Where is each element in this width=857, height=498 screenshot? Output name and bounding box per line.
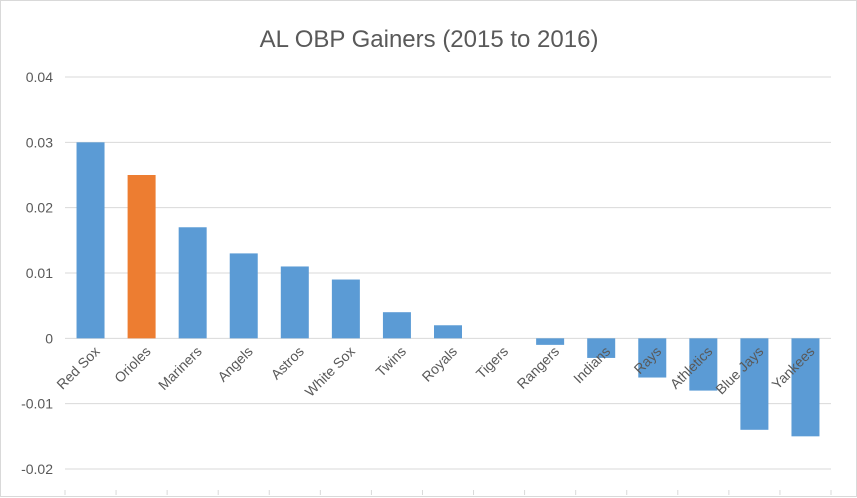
- category-label: Angels: [214, 343, 256, 385]
- bar-rangers: [536, 338, 565, 345]
- category-label: Twins: [372, 343, 409, 380]
- bar-indians: [587, 338, 616, 358]
- category-label: White Sox: [302, 343, 358, 399]
- category-label: Rangers: [514, 343, 563, 392]
- bar-royals: [434, 325, 462, 339]
- category-label: Tigers: [473, 343, 511, 381]
- chart-title: AL OBP Gainers (2015 to 2016): [260, 26, 599, 53]
- bar-white-sox: [331, 279, 360, 339]
- bar-athletics: [689, 338, 718, 391]
- category-label: Royals: [419, 343, 461, 385]
- category-label: Orioles: [111, 343, 154, 386]
- bar-red-sox: [76, 142, 105, 339]
- bar-angels: [229, 253, 258, 339]
- category-label: Mariners: [155, 343, 205, 393]
- bar-astros: [280, 266, 309, 339]
- y-tick-label: 0: [45, 330, 53, 346]
- bar-rays: [638, 338, 667, 378]
- bar-yankees: [791, 338, 820, 437]
- y-tick-label: 0.02: [26, 200, 53, 216]
- y-tick-label: 0.03: [26, 134, 53, 150]
- y-axis-ticks: 0.04 0.03 0.02 0.01 0 -0.01 -0.02: [21, 69, 53, 477]
- bar-mariners: [178, 227, 207, 339]
- bar-blue-jays: [740, 338, 769, 430]
- bar-twins: [382, 312, 411, 339]
- category-label: Astros: [268, 343, 307, 382]
- y-tick-label: 0.01: [26, 265, 53, 281]
- y-tick-label: -0.01: [21, 396, 53, 412]
- x-axis: [64, 490, 832, 495]
- y-tick-label: -0.02: [21, 461, 53, 477]
- category-label: Red Sox: [53, 343, 102, 392]
- bar-orioles: [127, 175, 156, 339]
- y-tick-label: 0.04: [26, 69, 53, 85]
- bars: [76, 142, 820, 437]
